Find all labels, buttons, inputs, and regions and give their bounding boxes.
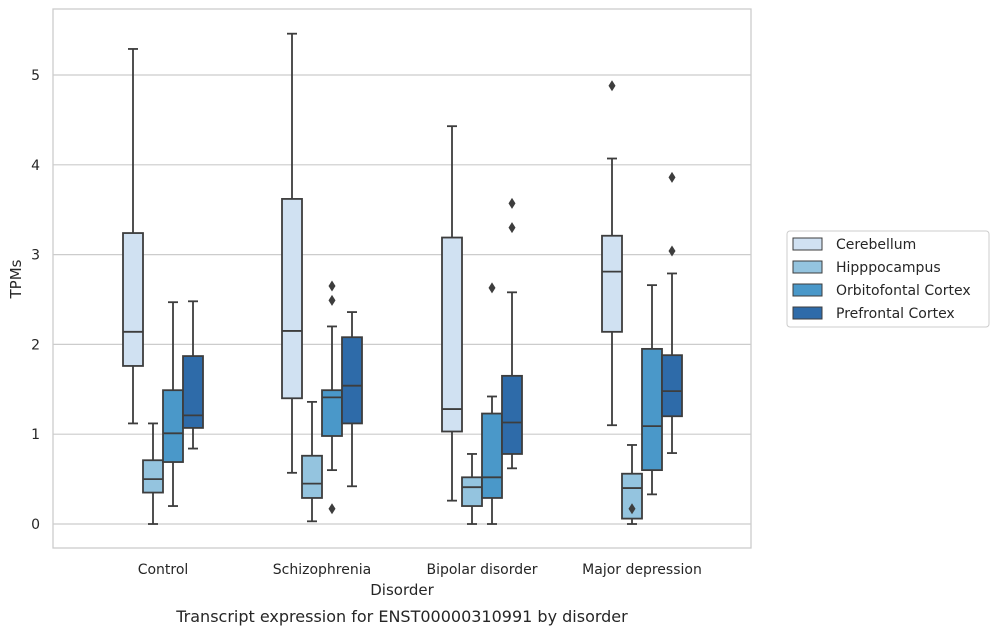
box-0-3	[601, 80, 623, 427]
box-iqr	[162, 389, 184, 463]
box-iqr	[601, 234, 623, 333]
box-2-0	[162, 301, 184, 507]
legend-label-0: Cerebellum	[836, 237, 916, 253]
box-3-1	[341, 311, 363, 488]
box-iqr	[641, 347, 663, 472]
legend-swatch-2	[792, 283, 823, 297]
x-tick-label-1: Schizophrenia	[273, 562, 371, 578]
box-iqr	[301, 454, 323, 499]
legend-swatch-3	[792, 306, 823, 320]
outlier-point-0	[608, 80, 616, 92]
outlier-point-1	[328, 280, 336, 292]
legend: Cerebellum Hipppocampus Orbitofontal Corte…	[786, 230, 990, 328]
box-0-1	[281, 32, 303, 474]
plot-frame	[52, 8, 752, 549]
box-iqr	[501, 374, 523, 455]
x-axis-ticks: Control Schizophrenia Bipolar disorder Majo…	[138, 562, 702, 578]
box-iqr	[461, 476, 483, 507]
outlier-point-0	[508, 222, 516, 234]
box-0-0	[122, 48, 144, 425]
x-tick-label-0: Control	[138, 562, 189, 578]
y-tick-label-1: 1	[31, 427, 40, 443]
box-1-2	[461, 453, 483, 525]
legend-label-2: Orbitofontal Cortex	[836, 283, 971, 299]
x-tick-label-3: Major depression	[582, 562, 702, 578]
x-axis-label: Disorder	[370, 581, 434, 599]
y-axis-ticks: 0 1 2 3 4 5	[31, 68, 40, 533]
legend-frame	[786, 230, 990, 328]
box-1-1	[301, 400, 323, 523]
box-iqr	[441, 236, 463, 433]
outlier-point-0	[488, 282, 496, 294]
y-axis-label: TPMs	[7, 259, 25, 299]
box-layer	[122, 32, 683, 525]
y-tick-label-3: 3	[31, 248, 40, 264]
y-tick-label-2: 2	[31, 337, 40, 353]
outlier-point-1	[508, 197, 516, 209]
box-iqr	[661, 354, 683, 418]
y-tick-label-5: 5	[31, 68, 40, 84]
box-1-3	[621, 444, 643, 525]
outlier-point-1	[668, 171, 676, 183]
box-iqr	[182, 355, 204, 429]
y-tick-label-0: 0	[31, 517, 40, 533]
legend-label-3: Prefrontal Cortex	[836, 306, 955, 322]
box-2-3	[641, 284, 663, 496]
legend-swatch-1	[792, 260, 823, 274]
outlier-point-0	[628, 503, 636, 515]
box-iqr	[621, 472, 643, 520]
box-1-0	[142, 422, 164, 525]
box-2-1	[321, 280, 343, 515]
box-iqr	[481, 412, 503, 499]
outlier-point-2	[328, 503, 336, 515]
box-3-3	[661, 171, 683, 454]
box-3-0	[182, 300, 204, 450]
box-3-2	[501, 197, 523, 470]
box-iqr	[142, 459, 164, 494]
x-tick-label-2: Bipolar disorder	[426, 562, 537, 578]
box-0-2	[441, 125, 463, 502]
box-iqr	[341, 336, 363, 425]
outlier-point-0	[668, 245, 676, 257]
chart-caption: Transcript expression for ENST0000031099…	[175, 607, 628, 626]
legend-label-1: Hipppocampus	[836, 260, 941, 276]
box-iqr	[281, 198, 303, 400]
box-2-2	[481, 282, 503, 525]
y-tick-label-4: 4	[31, 158, 40, 174]
legend-swatch-0	[792, 237, 823, 251]
box-iqr	[122, 232, 144, 367]
outlier-point-0	[328, 294, 336, 306]
